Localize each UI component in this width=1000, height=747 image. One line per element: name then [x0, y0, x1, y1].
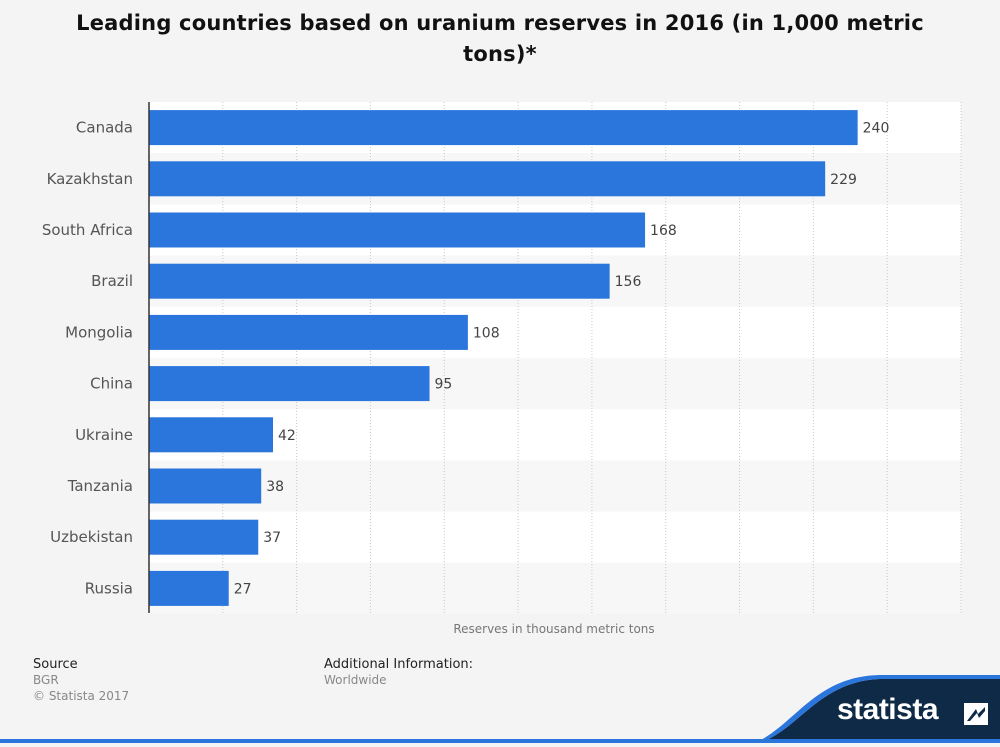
bar[interactable]: [149, 161, 826, 197]
category-label: China: [90, 375, 133, 393]
brand-swoosh: [755, 675, 1000, 743]
value-label: 168: [650, 223, 677, 239]
bar[interactable]: [149, 314, 468, 350]
category-label: Brazil: [91, 272, 133, 290]
additional-info-label: Additional Information:: [324, 657, 474, 672]
row-band: [149, 409, 961, 461]
bar[interactable]: [149, 212, 646, 248]
value-label: 38: [266, 479, 284, 495]
additional-info-value: Worldwide: [324, 673, 387, 687]
bar[interactable]: [149, 570, 229, 606]
value-label: 42: [278, 428, 296, 444]
category-label: Uzbekistan: [50, 528, 133, 546]
category-label: Kazakhstan: [47, 170, 133, 188]
source-block: Source BGR © Statista 2017: [33, 657, 129, 704]
category-labels: Canada Kazakhstan South Africa Brazil Mongol…: [42, 119, 133, 598]
copyright-text: © Statista 2017: [33, 689, 130, 703]
x-axis-label: Reserves in thousand metric tons: [453, 622, 654, 636]
value-label: 156: [615, 274, 642, 290]
value-label: 229: [830, 172, 857, 188]
category-label: Mongolia: [65, 323, 133, 341]
value-label: 240: [863, 121, 890, 137]
bar[interactable]: [149, 519, 259, 555]
statista-brand[interactable]: statista: [755, 673, 1000, 743]
additional-info-block: Additional Information: Worldwide: [324, 657, 473, 688]
bar[interactable]: [149, 366, 430, 402]
bars: [149, 110, 858, 606]
bar[interactable]: [149, 468, 262, 504]
category-label: Russia: [85, 579, 133, 597]
value-label: 27: [234, 581, 252, 597]
category-label: Ukraine: [75, 426, 133, 444]
category-label: South Africa: [42, 221, 133, 239]
row-band: [149, 511, 961, 563]
row-band: [149, 460, 961, 512]
statista-logo-icon: [964, 703, 988, 725]
bar[interactable]: [149, 110, 858, 146]
category-label: Canada: [76, 119, 133, 137]
value-label: 108: [473, 325, 500, 341]
category-label: Tanzania: [67, 477, 133, 495]
bar[interactable]: [149, 417, 274, 453]
bar[interactable]: [149, 263, 610, 299]
row-band: [149, 562, 961, 614]
statista-logo-text: statista: [836, 693, 939, 726]
source-value: BGR: [33, 673, 59, 687]
value-labels: 240 229 168 156 108 95 42 38 37 27: [234, 121, 890, 598]
value-label: 95: [435, 377, 453, 393]
bar-chart: Canada Kazakhstan South Africa Brazil Mongol…: [42, 102, 962, 636]
chart-title: Leading countries based on uranium reser…: [76, 11, 924, 66]
bottom-accent-line: [0, 739, 1000, 743]
value-label: 37: [263, 530, 281, 546]
source-label: Source: [33, 657, 78, 672]
